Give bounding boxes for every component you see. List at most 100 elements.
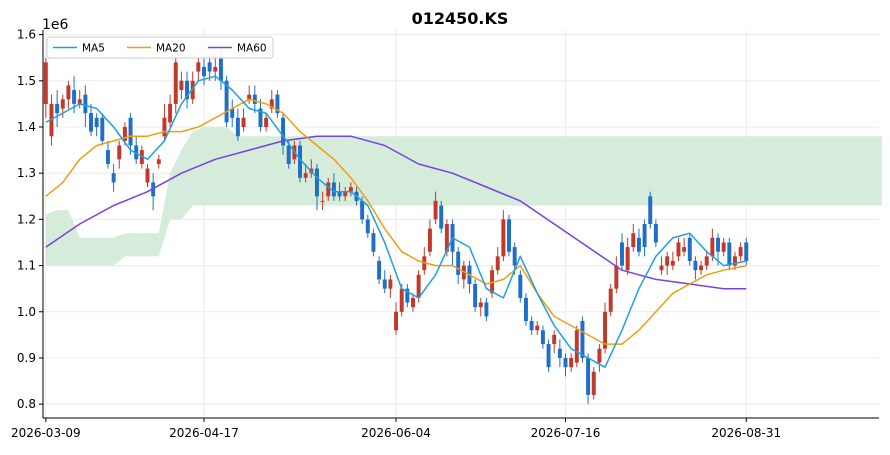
candle-body xyxy=(456,251,461,275)
cloud-segment xyxy=(79,237,92,266)
cloud-segment xyxy=(655,136,668,206)
candle-body xyxy=(732,256,737,266)
cloud-segment xyxy=(768,136,781,206)
candle-body xyxy=(597,348,602,363)
cloud-segment xyxy=(158,173,171,257)
legend: MA5 MA20 MA60 xyxy=(46,36,274,59)
candle-body xyxy=(207,62,212,72)
candle-body xyxy=(258,108,263,127)
candle-body xyxy=(343,191,348,197)
cloud-segment xyxy=(847,136,860,206)
y-tick-label: 0.9 xyxy=(17,351,36,365)
y-tick-label: 1.1 xyxy=(17,259,36,273)
candle-body xyxy=(512,247,517,266)
candle-body xyxy=(411,297,415,308)
candle-body xyxy=(156,159,161,164)
cloud-segment xyxy=(102,237,114,266)
candle-body xyxy=(529,321,534,331)
candle-body xyxy=(546,344,551,368)
candle-body xyxy=(394,311,399,331)
candle-body xyxy=(704,256,709,266)
cloud-segment xyxy=(576,136,589,206)
cloud-segment xyxy=(113,233,125,266)
candle-body xyxy=(179,80,184,91)
candle-body xyxy=(94,117,99,127)
candle-body xyxy=(298,145,302,178)
y-tick-label: 1.4 xyxy=(17,120,36,134)
ma5-line xyxy=(45,75,747,368)
candle-body xyxy=(586,357,591,395)
candle-body xyxy=(636,237,641,252)
cloud-segment xyxy=(509,136,521,206)
cloud-segment xyxy=(271,136,284,206)
cloud-segment xyxy=(249,136,261,206)
candle-body xyxy=(699,265,704,271)
candle-body xyxy=(416,274,421,298)
cloud-segment xyxy=(203,127,216,206)
legend-ma20-label: MA20 xyxy=(156,43,186,55)
cloud-segment xyxy=(859,136,871,206)
candle-body xyxy=(173,62,178,104)
candle-body xyxy=(665,256,670,266)
candle-body xyxy=(405,288,410,303)
cloud-segment xyxy=(91,237,103,266)
legend-ma5-label: MA5 xyxy=(82,43,105,55)
chart-title: 012450.KS xyxy=(412,9,509,28)
candle-body xyxy=(128,117,133,146)
cloud-segment xyxy=(531,136,543,206)
cloud-segment xyxy=(407,136,419,206)
x-tick-label: 2026-07-16 xyxy=(531,426,601,440)
candle-body xyxy=(382,279,387,289)
candle-body xyxy=(625,247,630,271)
cloud-segment xyxy=(181,131,193,220)
cloud-segment xyxy=(328,136,340,206)
candle-body xyxy=(185,80,190,100)
cloud-segment xyxy=(791,136,803,206)
cloud-segment xyxy=(678,136,690,206)
candle-body xyxy=(388,279,393,289)
candle-body xyxy=(687,237,692,261)
cloud-segment xyxy=(136,233,148,257)
candle-body xyxy=(43,62,48,104)
cloud-segment xyxy=(825,136,837,206)
cloud-segment xyxy=(802,136,815,206)
cloud-segment xyxy=(633,136,645,206)
candle-body xyxy=(427,228,432,252)
candle-body xyxy=(727,242,732,266)
candle-body xyxy=(326,182,331,197)
candle-body xyxy=(620,242,624,266)
candle-body xyxy=(473,284,478,308)
candle-body xyxy=(66,85,71,100)
cloud-segment xyxy=(452,136,464,206)
candle-body xyxy=(552,334,557,345)
cloud-segment xyxy=(486,136,498,206)
candles xyxy=(43,48,749,405)
cloud-segment xyxy=(689,136,702,206)
x-tick-label: 2026-04-17 xyxy=(169,426,239,440)
candle-body xyxy=(269,99,274,109)
candle-body xyxy=(275,94,280,114)
candle-body xyxy=(105,150,110,164)
cloud-segment xyxy=(701,136,713,206)
ma20-line xyxy=(45,98,747,345)
cloud-segment xyxy=(621,136,634,206)
x-tick-label: 2026-06-04 xyxy=(361,426,431,440)
candle-body xyxy=(591,371,596,395)
cloud-segment xyxy=(870,136,882,206)
candle-body xyxy=(281,117,286,146)
cloud-segment xyxy=(429,136,442,206)
cloud-segment xyxy=(68,210,80,266)
cloud-segment xyxy=(554,136,566,206)
cloud-segment xyxy=(836,136,848,206)
legend-ma60-label: MA60 xyxy=(237,43,267,55)
candle-body xyxy=(100,117,105,141)
candle-body xyxy=(478,302,483,308)
moving-average-lines xyxy=(45,75,747,368)
candle-body xyxy=(360,200,365,220)
cloud-segment xyxy=(226,127,238,206)
cloud-segment xyxy=(384,136,397,206)
candle-body xyxy=(377,260,382,280)
candle-body xyxy=(162,117,167,137)
candle-body xyxy=(439,205,444,229)
